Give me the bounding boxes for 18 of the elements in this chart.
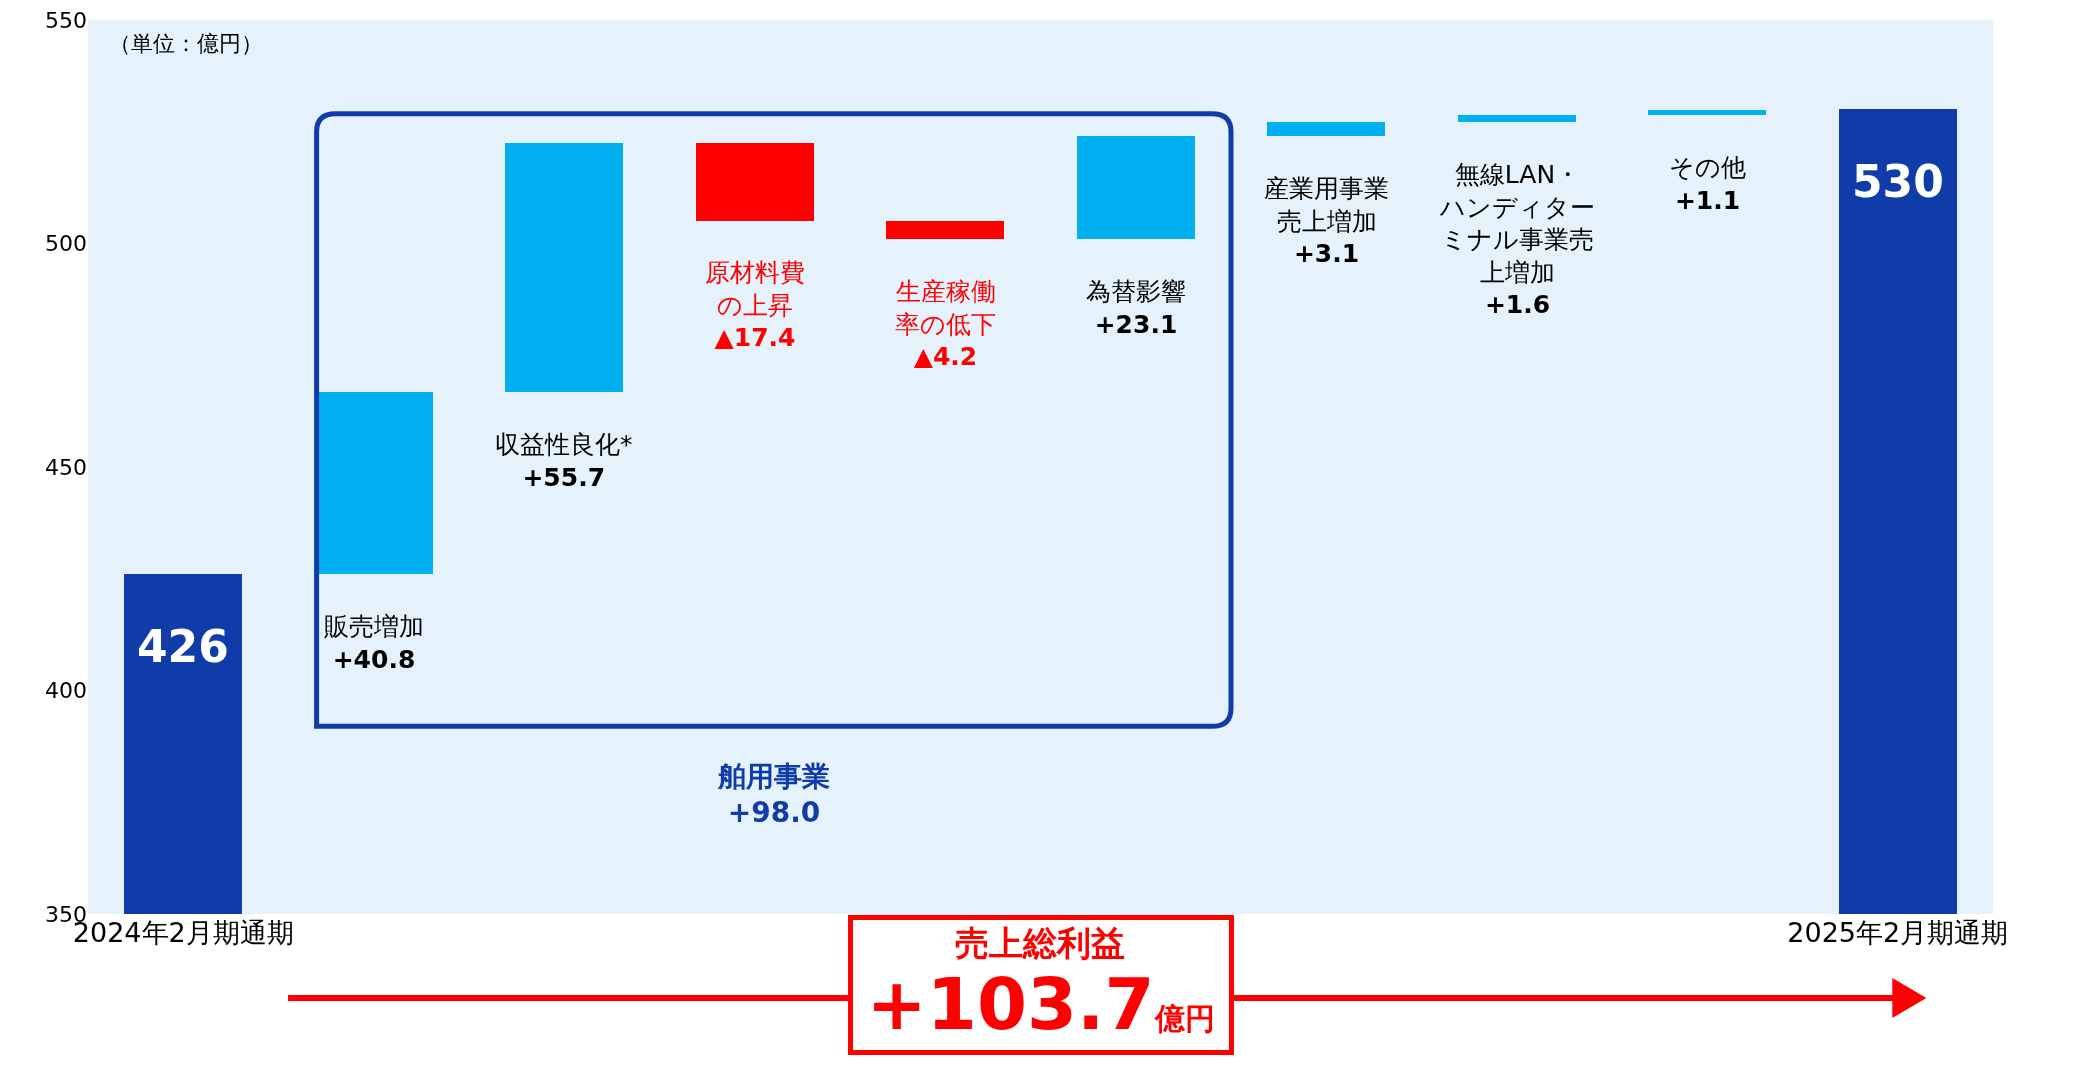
data-label: 原材料費の上昇▲17.4: [705, 258, 805, 352]
data-label: その他+1.1: [1669, 153, 1746, 215]
y-tick-label: 500: [45, 231, 87, 257]
data-label: 426: [137, 621, 229, 672]
data-label: 無線LAN・ハンディターミナル事業売上増加+1.6: [1439, 160, 1595, 319]
data-label: 販売増加+40.8: [324, 612, 424, 674]
y-tick-label: 450: [45, 454, 87, 480]
data-label: 為替影響+23.1: [1086, 277, 1186, 339]
text: 売上総利益 +103.7億円: [866, 923, 1215, 1047]
annotation: （単位：億円）: [109, 31, 263, 56]
data-label: 生産稼働率の低下▲4.2: [895, 277, 996, 371]
y-tick-label: 400: [45, 678, 87, 704]
data-label: 530: [1852, 156, 1944, 207]
data-label: 産業用事業売上増加+3.1: [1264, 174, 1389, 268]
annotation: 舶用事業 +98.0: [717, 760, 830, 830]
data-label: 収益性良化*+55.7: [495, 430, 633, 492]
x-tick-label: 2025年2月期通期: [1787, 917, 2009, 948]
y-tick-label: 550: [45, 7, 87, 33]
